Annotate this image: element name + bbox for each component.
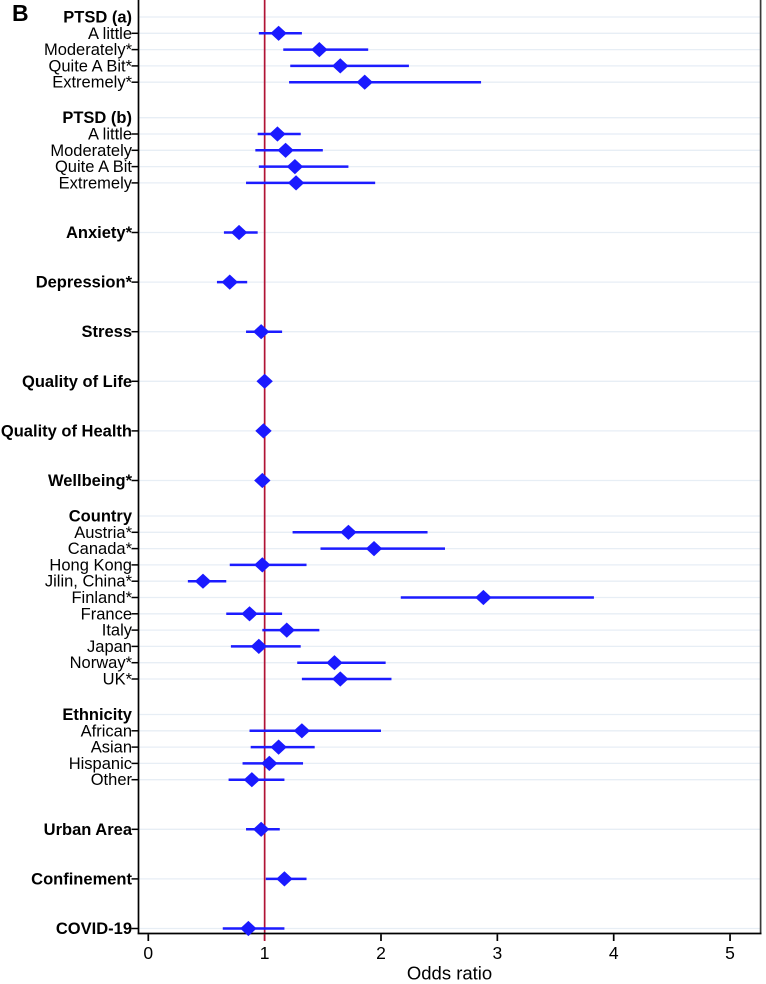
odds-ratio-marker — [256, 373, 273, 389]
section-header-label: PTSD (b) — [62, 109, 132, 127]
row-label: Confinement — [31, 870, 132, 888]
odds-ratio-marker — [255, 423, 272, 439]
row-label: Jilin, China* — [45, 573, 133, 591]
row-label: COVID-19 — [56, 920, 132, 938]
odds-ratio-marker — [252, 324, 270, 340]
row-label: Moderately — [50, 142, 132, 160]
row-label: France — [81, 605, 132, 623]
row-label: Finland* — [71, 589, 132, 607]
odds-ratio-marker — [278, 622, 295, 638]
row-label: Urban Area — [44, 821, 133, 839]
odds-ratio-marker — [252, 821, 270, 837]
row-label: Quite A Bit — [55, 158, 132, 176]
odds-ratio-marker — [221, 274, 238, 290]
section-header-label: Country — [69, 508, 133, 526]
odds-ratio-marker — [241, 606, 258, 622]
row-label: Moderately* — [44, 41, 133, 59]
odds-ratio-marker — [277, 142, 294, 158]
x-axis-tick-label: 1 — [260, 943, 270, 963]
odds-ratio-marker — [194, 573, 212, 589]
x-axis-tick-label: 4 — [609, 943, 619, 963]
odds-ratio-marker — [340, 524, 357, 540]
odds-ratio-marker — [293, 723, 311, 739]
odds-ratio-marker — [261, 755, 278, 771]
odds-ratio-marker — [365, 541, 383, 557]
row-label: Japan — [87, 638, 132, 656]
odds-ratio-marker — [254, 557, 271, 573]
row-label: Depression* — [36, 274, 133, 292]
odds-ratio-marker — [243, 772, 261, 788]
row-label: Hispanic — [69, 755, 132, 773]
row-label: Anxiety* — [66, 224, 133, 242]
x-axis-title: Odds ratio — [407, 963, 492, 984]
row-label: Canada* — [68, 540, 133, 558]
row-label: Norway* — [70, 654, 133, 672]
odds-ratio-marker — [269, 126, 286, 142]
odds-ratio-marker — [326, 655, 343, 671]
section-header-label: PTSD (a) — [63, 9, 132, 27]
row-label: Austria* — [74, 524, 132, 542]
row-label: Asian — [91, 739, 132, 757]
row-label: Other — [91, 771, 133, 789]
odds-ratio-marker — [286, 159, 304, 175]
row-label: Extremely — [59, 174, 133, 192]
x-axis-tick-label: 3 — [492, 943, 502, 963]
row-label: Hong Kong — [49, 556, 132, 574]
row-label: Quality of Health — [1, 422, 132, 440]
row-label: Extremely* — [52, 74, 132, 92]
section-header-label: Ethnicity — [62, 706, 132, 724]
panel-label: B — [12, 0, 29, 26]
row-label: UK* — [103, 671, 133, 689]
odds-ratio-marker — [287, 175, 305, 191]
odds-ratio-marker — [356, 74, 373, 90]
odds-ratio-marker — [276, 871, 293, 887]
x-axis-tick-label: 2 — [376, 943, 386, 963]
row-label: Wellbeing* — [48, 472, 133, 490]
odds-ratio-marker — [270, 25, 287, 41]
row-label: Stress — [82, 323, 132, 341]
row-label: A little — [88, 25, 132, 43]
row-label: Italy — [102, 622, 133, 640]
odds-ratio-marker — [332, 671, 349, 687]
odds-ratio-marker — [270, 739, 287, 755]
row-label: A little — [88, 126, 132, 144]
odds-ratio-marker — [311, 42, 328, 58]
x-axis-tick-label: 5 — [725, 943, 735, 963]
x-axis-tick-label: 0 — [143, 943, 153, 963]
row-label: Quite A Bit* — [49, 57, 133, 75]
odds-ratio-marker — [332, 58, 349, 74]
odds-ratio-marker — [250, 638, 268, 654]
odds-ratio-marker — [254, 472, 271, 489]
odds-ratio-marker — [240, 920, 257, 937]
odds-ratio-marker — [230, 224, 248, 241]
row-label: African — [81, 722, 132, 740]
row-label: Quality of Life — [22, 373, 132, 391]
odds-ratio-marker — [475, 589, 492, 606]
